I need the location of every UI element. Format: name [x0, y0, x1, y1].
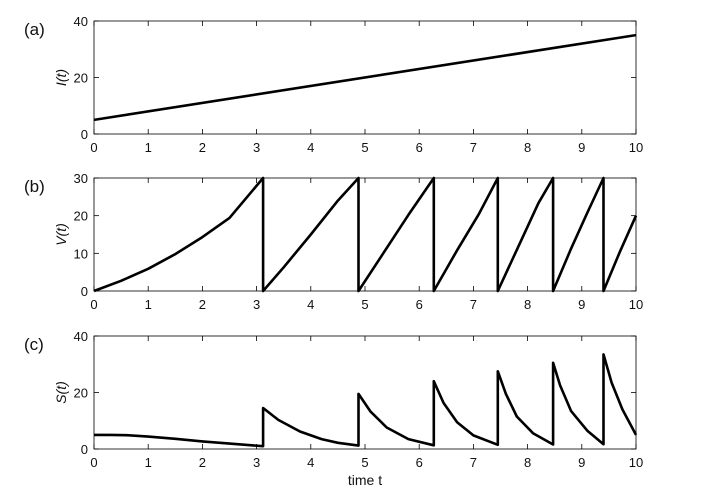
- y-axis-label: S(t): [53, 381, 69, 404]
- panel-1: 0 1 2 3 4 5 6 7 8 9 10 0 20 40 (a) I(t): [24, 14, 643, 155]
- y-tick-label: 40: [74, 329, 88, 344]
- x-tick-label: 3: [253, 455, 260, 470]
- x-axis-label: time t: [348, 472, 382, 488]
- x-tick-label: 10: [629, 140, 643, 155]
- x-tick-label: 7: [470, 140, 477, 155]
- x-tick-label: 5: [361, 455, 368, 470]
- y-axis-label: I(t): [53, 69, 69, 86]
- x-tick-label: 0: [90, 297, 97, 312]
- x-tick-label: 9: [578, 140, 585, 155]
- series-line-3: [94, 353, 638, 448]
- x-tick-label: 1: [145, 455, 152, 470]
- y-tick-label: 0: [81, 442, 88, 457]
- x-tick-label: 6: [416, 297, 423, 312]
- x-tick-label: 4: [307, 455, 314, 470]
- panel-2: 0 1 2 3 4 5 6 7 8 9 10 0 10 20 30 (b) V(t): [24, 171, 643, 312]
- x-tick-label: 10: [629, 297, 643, 312]
- x-tick-label: 5: [361, 297, 368, 312]
- y-tick-label: 20: [74, 71, 88, 86]
- plot-frame: [93, 177, 637, 292]
- x-tick-label: 6: [416, 140, 423, 155]
- x-tick-label: 3: [253, 140, 260, 155]
- panel-label: (b): [24, 177, 45, 196]
- y-tick-label: 10: [74, 246, 88, 261]
- x-tick-label: 10: [629, 455, 643, 470]
- x-tick-label: 1: [145, 140, 152, 155]
- x-tick-label: 4: [307, 297, 314, 312]
- panel-label: (c): [24, 335, 44, 354]
- y-tick-label: 0: [81, 284, 88, 299]
- x-tick-label: 0: [90, 455, 97, 470]
- panel-label: (a): [24, 20, 45, 39]
- y-axis-label: V(t): [53, 223, 69, 246]
- x-tick-label: 5: [361, 140, 368, 155]
- x-tick-label: 7: [470, 297, 477, 312]
- plot-frame: [93, 335, 637, 450]
- y-tick-label: 30: [74, 171, 88, 186]
- y-tick-label: 0: [81, 127, 88, 142]
- x-tick-label: 9: [578, 455, 585, 470]
- x-tick-label: 1: [145, 297, 152, 312]
- x-tick-label: 2: [199, 140, 206, 155]
- x-tick-label: 0: [90, 140, 97, 155]
- x-tick-label: 9: [578, 297, 585, 312]
- series-line-1: [93, 33, 637, 122]
- x-tick-label: 8: [524, 140, 531, 155]
- x-tick-label: 3: [253, 297, 260, 312]
- y-tick-label: 20: [74, 386, 88, 401]
- x-tick-label: 7: [470, 455, 477, 470]
- y-tick-label: 40: [74, 14, 88, 29]
- x-tick-label: 8: [524, 455, 531, 470]
- x-tick-label: 6: [416, 455, 423, 470]
- x-tick-label: 2: [199, 297, 206, 312]
- panel-3: 0 1 2 3 4 5 6 7 8 9 10 0 20 40 (c) S(t) time t: [24, 329, 643, 488]
- series-line-2: [93, 176, 638, 293]
- x-tick-label: 8: [524, 297, 531, 312]
- x-tick-label: 4: [307, 140, 314, 155]
- x-tick-label: 2: [199, 455, 206, 470]
- y-tick-label: 20: [74, 209, 88, 224]
